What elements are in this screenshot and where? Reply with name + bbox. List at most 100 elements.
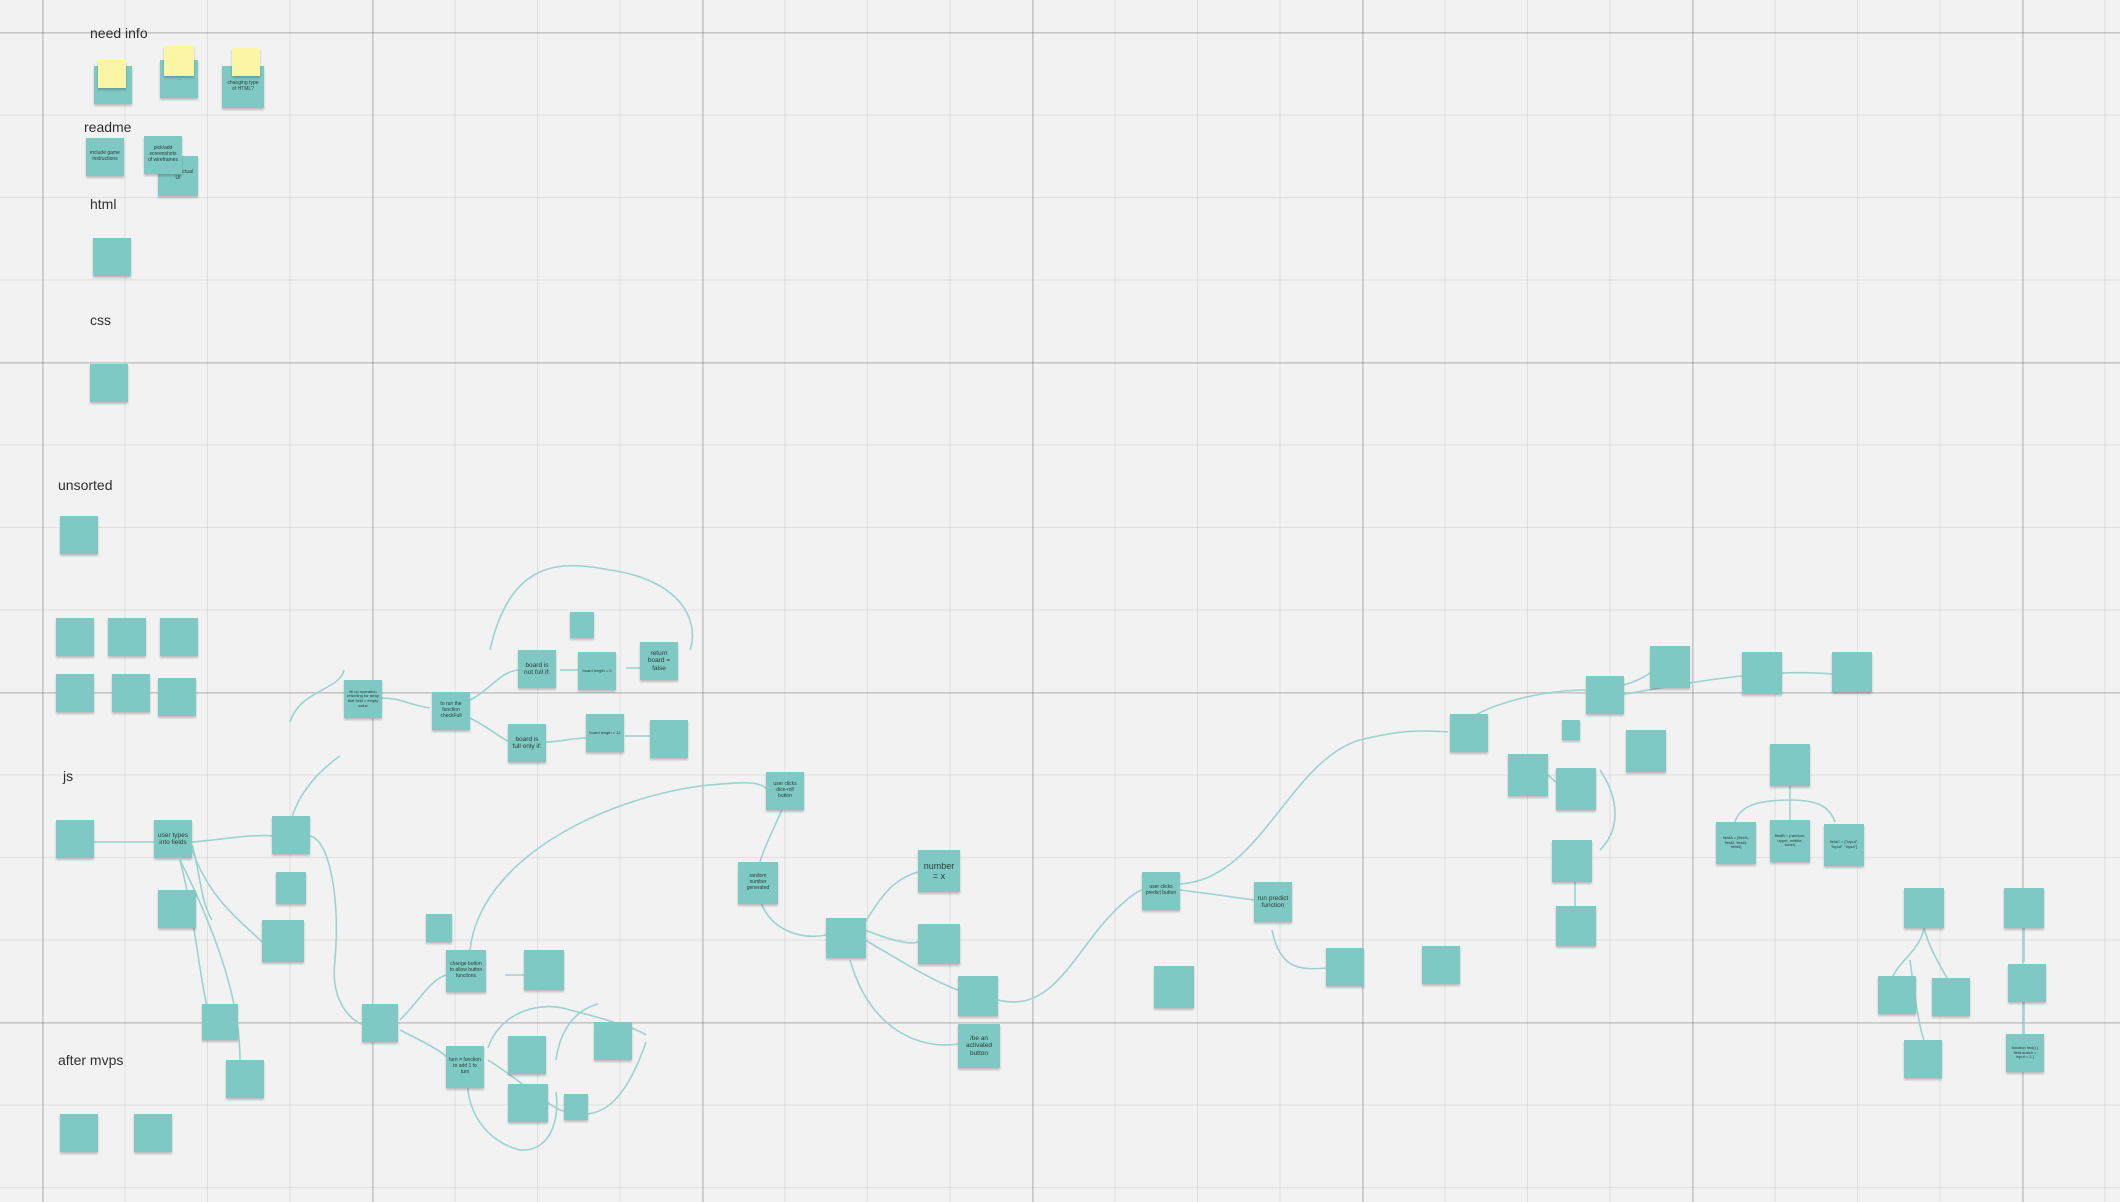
sticky-note[interactable] bbox=[524, 950, 564, 990]
sticky-note[interactable] bbox=[1552, 840, 1592, 882]
connector bbox=[1789, 799, 1836, 823]
sticky-note-yellow[interactable] bbox=[232, 48, 260, 76]
sticky-note[interactable] bbox=[276, 872, 306, 904]
sticky-note[interactable] bbox=[272, 816, 310, 854]
sticky-note[interactable] bbox=[650, 720, 688, 758]
section-label-js: js bbox=[63, 768, 74, 784]
sticky-text: pick/add screenshots of wireframes bbox=[147, 145, 178, 163]
connector bbox=[864, 871, 919, 923]
sticky-note[interactable] bbox=[564, 1094, 588, 1120]
sticky-note[interactable] bbox=[1650, 646, 1690, 688]
sticky-note[interactable] bbox=[1904, 888, 1944, 928]
sticky-text: user clicks predict button bbox=[1145, 884, 1177, 896]
sticky-note[interactable] bbox=[90, 364, 128, 402]
sticky-note[interactable] bbox=[112, 674, 150, 712]
connector bbox=[1923, 927, 1949, 981]
sticky-text: changing type of HTML? bbox=[227, 80, 259, 92]
sticky-note[interactable]: fieldC = ["input", "input", "input"] bbox=[1824, 824, 1864, 866]
sticky-note[interactable] bbox=[134, 1114, 172, 1152]
sticky-note[interactable]: turn = function to add 1 to turn bbox=[446, 1046, 484, 1088]
sticky-note[interactable]: pick/add screenshots of wireframes bbox=[144, 136, 182, 174]
connector bbox=[759, 899, 827, 937]
sticky-note[interactable] bbox=[1932, 978, 1970, 1016]
connector bbox=[864, 929, 919, 944]
sticky-note[interactable] bbox=[1562, 720, 1580, 740]
sticky-note[interactable] bbox=[570, 612, 594, 638]
sticky-note[interactable]: board length = 12 bbox=[586, 714, 624, 752]
sticky-note[interactable] bbox=[1556, 768, 1596, 810]
sticky-note[interactable]: random number generated bbox=[738, 862, 778, 904]
sticky-text: board is not full if: bbox=[523, 661, 550, 676]
sticky-note[interactable]: number = x bbox=[918, 850, 960, 892]
sticky-note[interactable] bbox=[1904, 1040, 1942, 1078]
sticky-note[interactable] bbox=[56, 820, 94, 858]
sticky-note[interactable]: user clicks dice-roll button bbox=[766, 772, 804, 810]
sticky-note[interactable]: to run the function checkFull bbox=[432, 692, 470, 730]
sticky-note[interactable]: board length = 0 bbox=[578, 652, 616, 690]
sticky-note[interactable] bbox=[262, 920, 304, 962]
sticky-note[interactable] bbox=[1326, 948, 1364, 986]
sticky-note[interactable] bbox=[1450, 714, 1488, 752]
sticky-note[interactable]: board is full only if: bbox=[508, 724, 546, 762]
sticky-note[interactable] bbox=[1508, 754, 1548, 796]
sticky-text: user types into fields bbox=[158, 831, 188, 846]
sticky-note[interactable] bbox=[56, 674, 94, 712]
sticky-note[interactable] bbox=[826, 918, 866, 958]
sticky-note[interactable] bbox=[56, 618, 94, 656]
sticky-note[interactable]: include game instructions bbox=[86, 138, 124, 176]
sticky-note[interactable] bbox=[158, 678, 196, 716]
sticky-note[interactable] bbox=[1586, 676, 1624, 714]
sticky-note[interactable] bbox=[160, 618, 198, 656]
sticky-note[interactable] bbox=[2008, 964, 2046, 1002]
sticky-note[interactable] bbox=[60, 516, 98, 554]
sticky-note[interactable] bbox=[1878, 976, 1916, 1014]
sticky-note[interactable] bbox=[1742, 652, 1782, 694]
sticky-note[interactable] bbox=[93, 238, 131, 276]
sticky-note[interactable] bbox=[158, 890, 196, 928]
connector bbox=[191, 834, 273, 843]
sticky-note[interactable] bbox=[1556, 906, 1596, 946]
sticky-note[interactable] bbox=[426, 914, 452, 942]
sticky-note[interactable]: user clicks predict button bbox=[1142, 872, 1180, 910]
sticky-text: include game instructions bbox=[90, 150, 120, 162]
sticky-note[interactable] bbox=[226, 1060, 264, 1098]
sticky-note[interactable] bbox=[508, 1084, 548, 1122]
sticky-note[interactable] bbox=[1770, 744, 1810, 786]
sticky-note[interactable]: user types into fields bbox=[154, 820, 192, 858]
sticky-note[interactable]: board is not full if: bbox=[518, 650, 556, 688]
connector bbox=[309, 835, 363, 1025]
sticky-note[interactable]: run predict function bbox=[1254, 882, 1292, 922]
connector bbox=[555, 1003, 599, 1061]
sticky-note[interactable] bbox=[2004, 888, 2044, 928]
sticky-note[interactable] bbox=[1154, 966, 1194, 1008]
sticky-note[interactable] bbox=[1422, 946, 1460, 984]
sticky-note-yellow[interactable] bbox=[164, 46, 194, 76]
sticky-note[interactable] bbox=[60, 1114, 98, 1152]
sticky-note[interactable]: change button to allow button functions bbox=[446, 950, 486, 992]
sticky-note[interactable] bbox=[918, 924, 960, 964]
sticky-note[interactable] bbox=[1832, 652, 1872, 692]
sticky-note[interactable]: fieldA = [field1, field2, field3, field4… bbox=[1716, 822, 1756, 864]
sticky-note[interactable] bbox=[594, 1022, 632, 1060]
section-label-unsorted: unsorted bbox=[58, 477, 113, 493]
sticky-note[interactable]: return board = false bbox=[640, 642, 678, 680]
connector bbox=[1271, 929, 1329, 970]
sticky-note[interactable]: fill up operation returning for array th… bbox=[344, 680, 382, 718]
sticky-note[interactable] bbox=[362, 1004, 398, 1042]
connector bbox=[290, 755, 341, 821]
sticky-note[interactable]: fieldB = [random, upper, middle, lower] bbox=[1770, 820, 1810, 862]
sticky-note[interactable]: /be an activated button bbox=[958, 1024, 1000, 1068]
sticky-text: board is full only if: bbox=[512, 735, 542, 750]
sticky-text: turn = function to add 1 to turn bbox=[449, 1057, 481, 1075]
section-label-readme: readme bbox=[84, 119, 132, 135]
sticky-note[interactable] bbox=[508, 1036, 546, 1074]
sticky-note[interactable] bbox=[958, 976, 998, 1016]
sticky-note[interactable] bbox=[108, 618, 146, 656]
sticky-note[interactable] bbox=[1626, 730, 1666, 772]
sticky-note[interactable] bbox=[202, 1004, 238, 1040]
sticky-note[interactable]: function find() { field.match = input = … bbox=[2006, 1034, 2044, 1072]
sticky-text: fieldA = [field1, field2, field3, field4… bbox=[1722, 835, 1750, 850]
sticky-note-yellow[interactable] bbox=[98, 60, 126, 88]
